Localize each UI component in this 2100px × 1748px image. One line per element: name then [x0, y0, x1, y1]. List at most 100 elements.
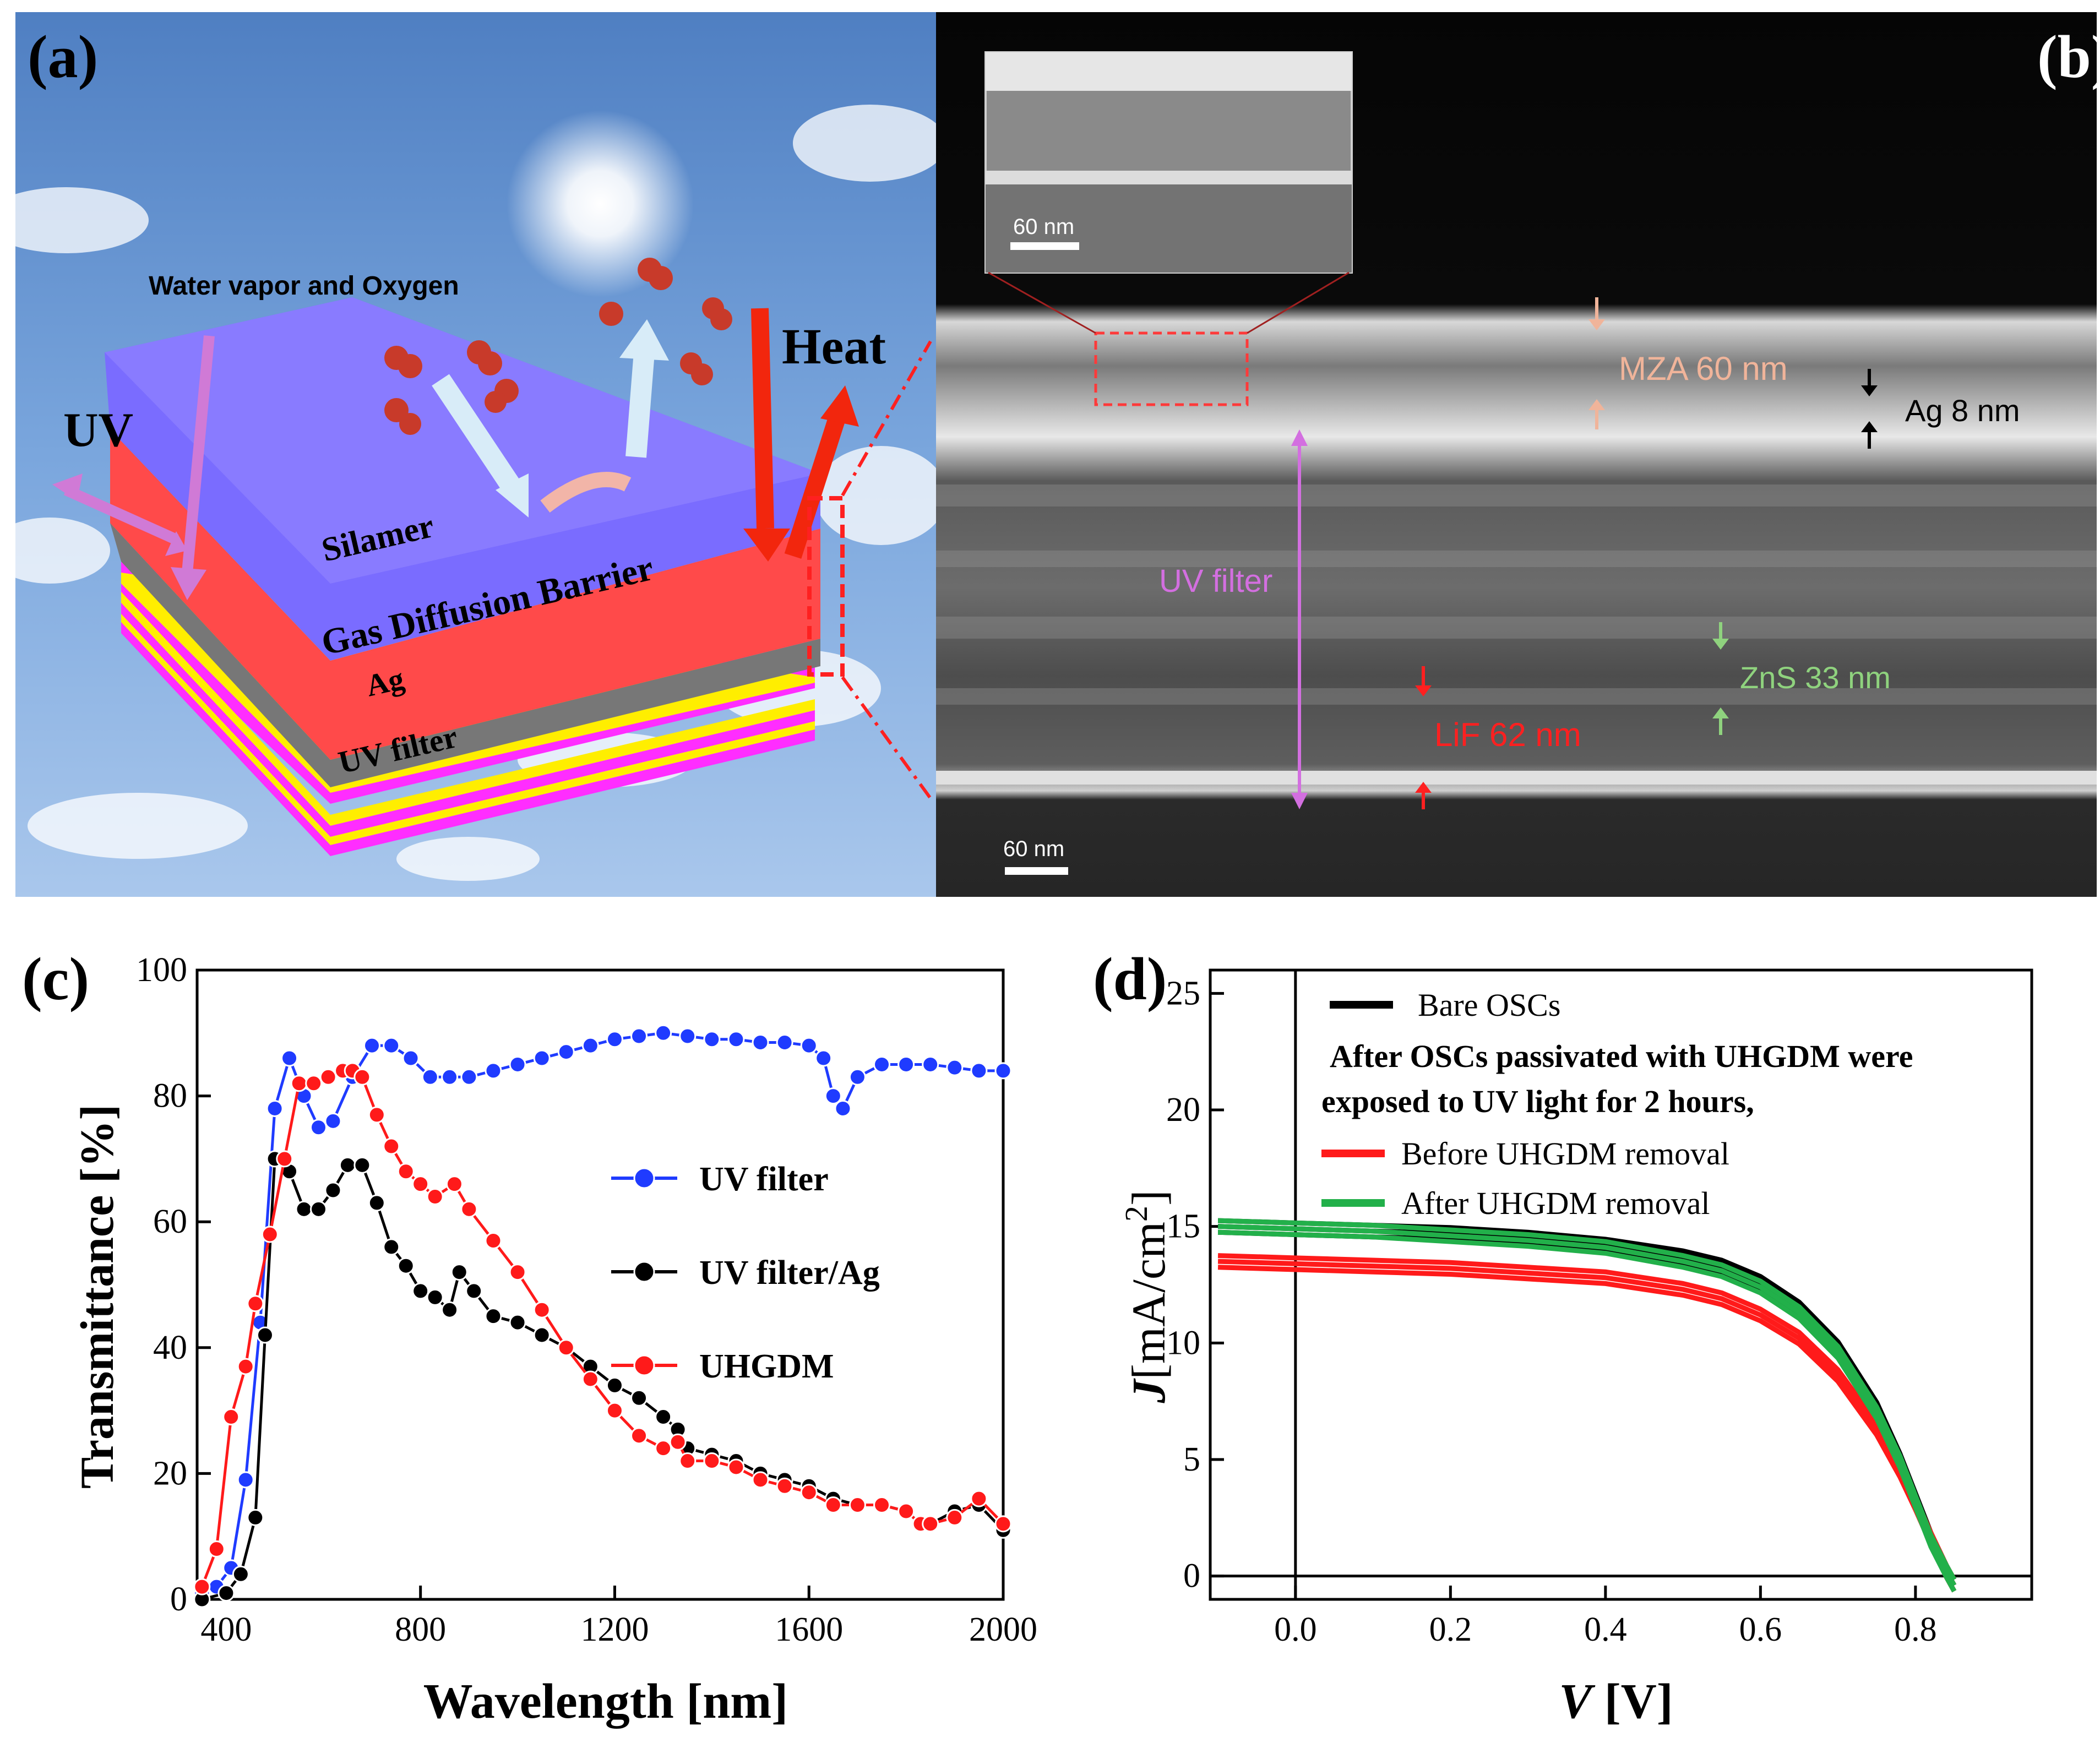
chart-c-series-line: [202, 1156, 1004, 1601]
chart-d-xtick-label: 0.0: [1274, 1611, 1317, 1648]
chart-c-label: (c): [22, 945, 89, 1012]
legend-after-label: After UHGDM removal: [1401, 1185, 1710, 1221]
chart-c-legend-marker: [633, 1167, 655, 1189]
chart-c-point: [324, 1112, 342, 1130]
chart-c-point: [412, 1175, 429, 1193]
chart-c-legend-label: UV filter: [699, 1161, 829, 1198]
chart-c-point: [397, 1163, 415, 1180]
chart-c-point: [800, 1037, 818, 1054]
chart-d-ytick-label: 0: [1183, 1558, 1200, 1595]
heat-label: Heat: [782, 318, 886, 374]
chart-c-point: [669, 1433, 687, 1451]
chart-d-ytick-label: 15: [1166, 1208, 1200, 1245]
chart-c-point: [630, 1427, 648, 1445]
chart-c-point: [800, 1484, 818, 1501]
chart-c-ytick-label: 20: [153, 1455, 187, 1492]
chart-c-point: [465, 1282, 483, 1300]
chart-c-point: [630, 1389, 648, 1407]
sem-inset: 60 nm: [984, 51, 1353, 274]
chart-c-point: [533, 1301, 551, 1319]
chart-c-xtick-label: 800: [395, 1611, 446, 1648]
chart-c-point: [383, 1137, 400, 1155]
chart-d-xlabel: V [V]: [1559, 1674, 1673, 1729]
chart-c-ylabel: Transmittance [%]: [70, 1104, 123, 1489]
chart-c-point: [509, 1264, 526, 1281]
heat-up-arrow: [784, 416, 846, 559]
chart-c-point: [557, 1339, 575, 1357]
chart-c-point: [922, 1055, 939, 1073]
chart-d-ytick-label: 10: [1166, 1324, 1200, 1362]
zoom-line-bottom: [841, 676, 932, 799]
chart-c-point: [557, 1043, 575, 1061]
chart-c-point: [402, 1049, 420, 1067]
chart-c-point: [509, 1055, 526, 1073]
chart-c-point: [247, 1509, 264, 1526]
chart-c-point: [679, 1027, 697, 1045]
chart-d-xlabel-symbol: V: [1559, 1674, 1596, 1729]
chart-c-point: [873, 1055, 891, 1073]
panel-b: 60 nm 60 nm (b) MZA 60 nm Ag 8 nm UV fil…: [936, 12, 2100, 897]
chart-d-xtick-label: 0.4: [1584, 1611, 1627, 1648]
chart-c-point: [261, 1226, 279, 1243]
chart-d-ytick-label: 5: [1183, 1441, 1200, 1478]
chart-c-point: [873, 1496, 891, 1514]
chart-d-frame: [1209, 968, 2033, 1601]
chart-c-point: [727, 1031, 745, 1048]
sun: [507, 110, 694, 297]
chart-c-point: [353, 1156, 371, 1174]
chart-c-point: [222, 1408, 240, 1426]
chart-c-point: [290, 1075, 308, 1092]
vapor-curve-arrow: [540, 472, 632, 513]
chart-d-series-line: [1217, 1259, 1957, 1587]
chart-c-xlabel: Wavelength [nm]: [423, 1674, 788, 1729]
chart-c-point: [897, 1055, 915, 1073]
chart-c-point: [309, 1119, 327, 1136]
chart-c-legend-label: UHGDM: [699, 1348, 834, 1385]
chart-c-point: [256, 1326, 274, 1344]
chart-c-point: [630, 1027, 648, 1045]
chart-c-point: [533, 1326, 551, 1344]
legend-note-line1: After OSCs passivated with UHGDM were: [1330, 1038, 1913, 1074]
chart-c-point: [581, 1370, 599, 1388]
legend-note-line2: exposed to UV light for 2 hours,: [1321, 1083, 1754, 1119]
chart-c-point: [208, 1540, 225, 1558]
chart-d-series-line: [1217, 1253, 1957, 1581]
chart-d-ylabel-close: ]: [1122, 1190, 1175, 1206]
mza-label: MZA 60 nm: [1619, 350, 1788, 387]
chart-c-point: [752, 1033, 769, 1051]
chart-c-point: [247, 1295, 264, 1313]
chart-c-point: [834, 1099, 852, 1117]
main-scale-label: 60 nm: [1003, 837, 1064, 861]
chart-c-point: [776, 1477, 793, 1495]
chart-c-legend-marker: [633, 1261, 655, 1283]
chart-d-ytick-label: 20: [1166, 1091, 1200, 1129]
inset-scale-label: 60 nm: [1013, 215, 1074, 239]
chart-c-ytick-label: 0: [170, 1581, 187, 1618]
chart-c-point: [776, 1033, 793, 1051]
uv-reflect-arrow: [63, 484, 179, 545]
chart-c: (c) Transmittance [%] Wavelength [nm] 40…: [22, 945, 1037, 1729]
chart-c-point: [281, 1049, 298, 1067]
chart-c-point: [319, 1068, 337, 1086]
barrier-layer: [110, 429, 820, 760]
molecules: [384, 258, 732, 435]
chart-d-ylabel-unit: [mA/cm: [1122, 1222, 1175, 1380]
chart-c-point: [421, 1068, 439, 1086]
chart-c-point: [703, 1452, 721, 1470]
chart-c-frame: [195, 968, 1005, 1601]
chart-c-point: [848, 1068, 866, 1086]
chart-c-ytick-label: 100: [136, 951, 187, 989]
chart-c-legend-label: UV filter/Ag: [699, 1254, 880, 1292]
chart-c-point: [994, 1062, 1012, 1080]
inset-line-right: [1247, 271, 1350, 334]
chart-c-point: [441, 1301, 459, 1319]
chart-c-point: [295, 1200, 313, 1218]
chart-c-point: [606, 1031, 623, 1048]
inset-line-left: [988, 271, 1096, 334]
chart-c-point: [946, 1509, 964, 1526]
chart-c-point: [363, 1037, 380, 1054]
silamer-top: [105, 297, 820, 584]
chart-d-label: (d): [1093, 945, 1167, 1012]
chart-c-point: [324, 1181, 342, 1199]
